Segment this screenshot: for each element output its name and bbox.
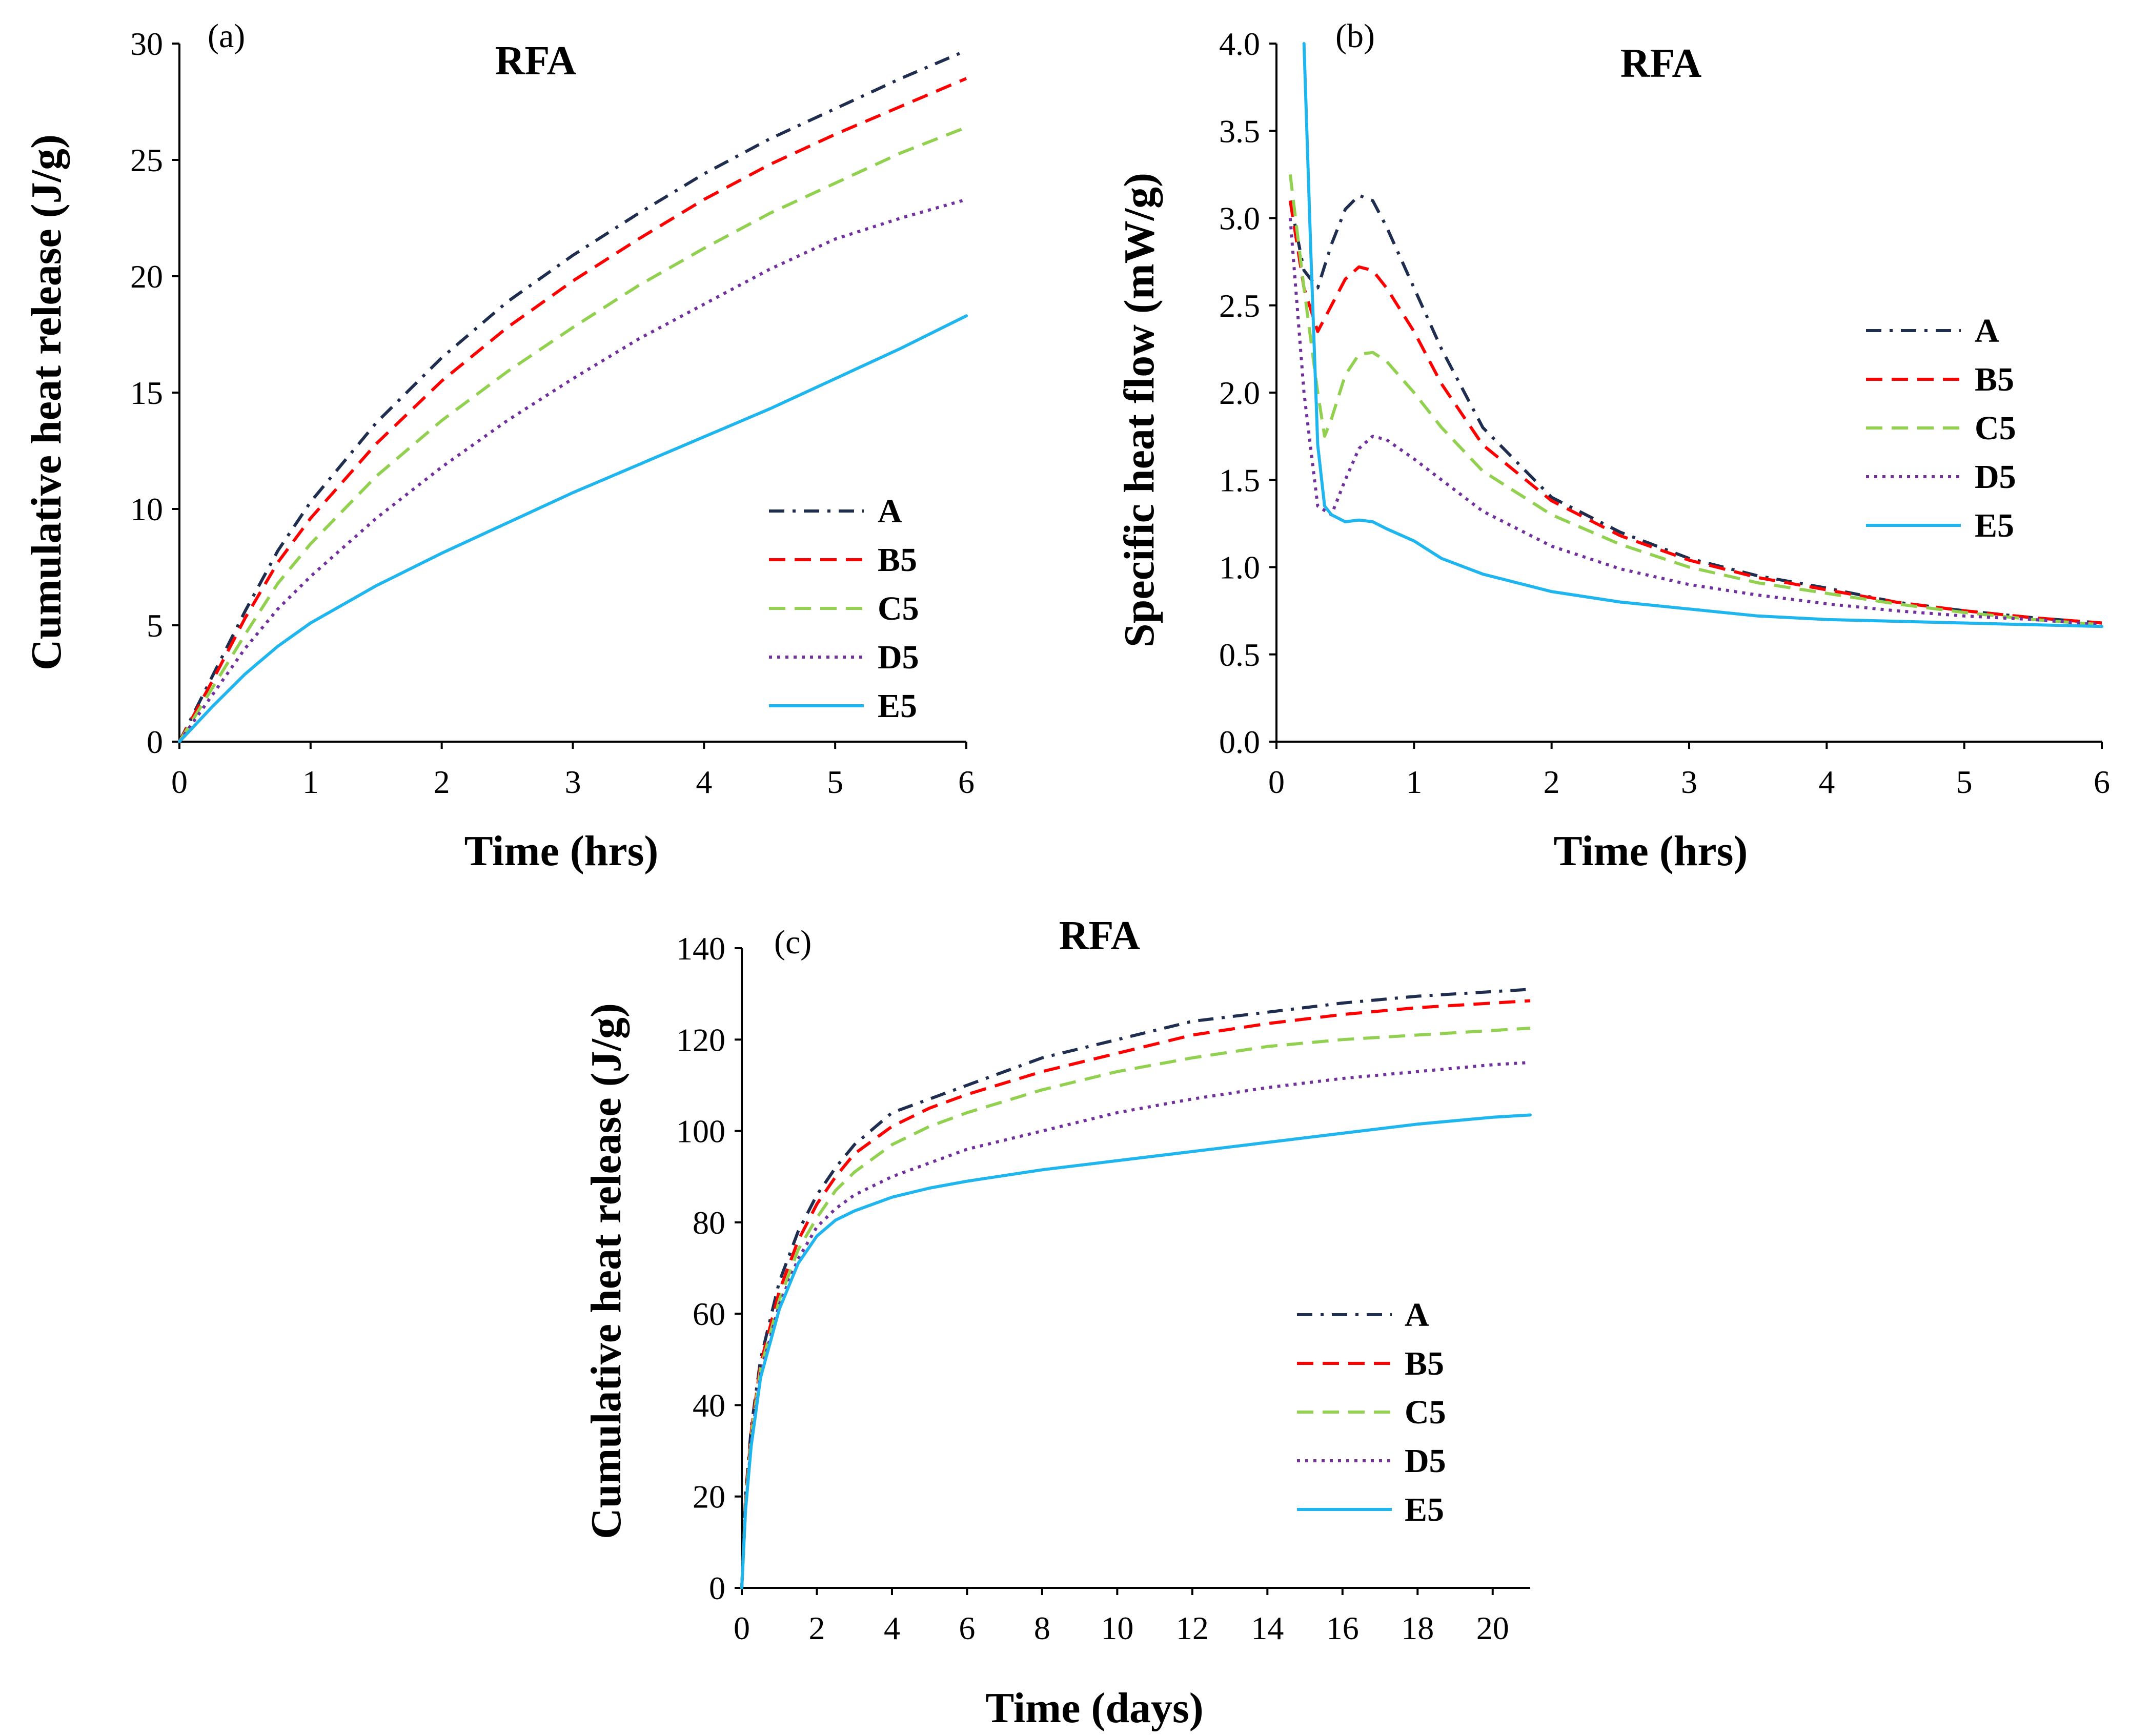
- y-tick-label: 15: [130, 375, 163, 411]
- y-tick-label: 60: [693, 1296, 725, 1332]
- x-tick-label: 5: [1956, 764, 1973, 800]
- series-line-d5: [178, 198, 967, 743]
- x-tick-label: 18: [1401, 1610, 1434, 1646]
- x-tick-label: 6: [958, 764, 975, 800]
- y-tick-label: 0.5: [1219, 637, 1260, 673]
- x-tick-label: 4: [696, 764, 712, 800]
- x-tick-label: 8: [1034, 1610, 1050, 1646]
- legend-label-e5: E5: [1975, 507, 2014, 544]
- panel-label-c: (c): [774, 924, 812, 961]
- legend-label-c5: C5: [878, 590, 919, 627]
- x-tick-label: 2: [434, 764, 450, 800]
- x-tick-label: 0: [1268, 764, 1285, 800]
- legend-label-d5: D5: [1975, 458, 2016, 496]
- y-tick-label: 4.0: [1219, 26, 1260, 62]
- legend-label-e5: E5: [1405, 1491, 1444, 1528]
- y-tick-label: 5: [147, 607, 163, 644]
- x-tick-label: 2: [808, 1610, 825, 1646]
- y-tick-label: 1.0: [1219, 549, 1260, 586]
- panel-label-a: (a): [208, 17, 245, 55]
- x-tick-label: 4: [1818, 764, 1835, 800]
- y-tick-label: 120: [676, 1022, 725, 1058]
- x-tick-label: 1: [1406, 764, 1422, 800]
- chart-title-b: RFA: [1620, 41, 1702, 86]
- x-tick-label: 6: [959, 1610, 975, 1646]
- y-tick-label: 10: [130, 491, 163, 527]
- plot-area-a: 0 1 2 3 4 5 6 0 5 10 15 20 25 30 A B5 C5 D5 E5: [130, 26, 975, 800]
- legend-label-a: A: [1975, 312, 1999, 350]
- x-tick-label: 3: [565, 764, 581, 800]
- chart-panel-a: (a) RFA Time (hrs) Cumulative heat relea…: [23, 17, 975, 875]
- x-tick-label: 14: [1251, 1610, 1284, 1646]
- y-tick-label: 80: [693, 1204, 725, 1241]
- y-axis-title-a: Cumulative heat release (J/g): [23, 134, 70, 670]
- legend-label-b5: B5: [878, 541, 917, 579]
- chart-panel-b: (b) RFA Time (hrs) Specific heat flow (m…: [1115, 17, 2110, 875]
- series-line-a: [740, 988, 1531, 1588]
- legend-label-d5: D5: [1405, 1442, 1446, 1480]
- x-axis-title-a: Time (hrs): [464, 827, 659, 875]
- x-tick-label: 16: [1326, 1610, 1359, 1646]
- legend-label-d5: D5: [878, 639, 919, 676]
- x-tick-label: 3: [1681, 764, 1697, 800]
- y-tick-label: 20: [130, 258, 163, 295]
- series-line-b5: [178, 77, 967, 743]
- chart-panel-c: (c) RFA Time (days) Cumulative heat rele…: [582, 913, 1532, 1732]
- y-tick-label: 100: [676, 1113, 725, 1150]
- x-axis-title-c: Time (days): [985, 1684, 1203, 1732]
- y-tick-label: 0.0: [1219, 724, 1260, 760]
- chart-title-a: RFA: [495, 38, 577, 84]
- plot-area-c: 0 2 4 6 8 10 12 14 16 18 20 0 20 40 60 80 100 120 140 A B5 C5…: [676, 930, 1532, 1646]
- x-tick-label: 0: [171, 764, 188, 800]
- legend-label-c5: C5: [1405, 1394, 1446, 1431]
- x-axis-title-b: Time (hrs): [1554, 827, 1748, 875]
- series-line-e5: [740, 1113, 1532, 1589]
- y-tick-label: 3.0: [1219, 200, 1260, 237]
- y-tick-label: 20: [693, 1479, 725, 1515]
- x-tick-label: 12: [1176, 1610, 1209, 1646]
- legend-label-a: A: [878, 493, 902, 530]
- y-tick-label: 40: [693, 1387, 725, 1423]
- legend: A B5 C5 D5 E5: [769, 493, 919, 725]
- x-tick-label: 2: [1544, 764, 1560, 800]
- x-tick-label: 1: [302, 764, 319, 800]
- y-tick-label: 2.0: [1219, 375, 1260, 411]
- legend-label-a: A: [1405, 1296, 1429, 1334]
- y-tick-label: 0: [147, 724, 163, 760]
- series-line-d5: [740, 1060, 1531, 1588]
- y-axis-title-c: Cumulative heat release (J/g): [582, 1003, 630, 1539]
- x-tick-label: 5: [827, 764, 843, 800]
- y-tick-label: 3.5: [1219, 113, 1260, 149]
- series-line-c5: [1288, 174, 2102, 626]
- y-tick-label: 1.5: [1219, 462, 1260, 498]
- x-tick-label: 10: [1101, 1610, 1133, 1646]
- series-line-e5: [1302, 42, 2103, 628]
- series-line-c5: [178, 126, 967, 743]
- x-tick-label: 20: [1476, 1610, 1509, 1646]
- series-line-d5: [1288, 218, 2102, 626]
- series-line-b5: [1288, 200, 2102, 625]
- y-tick-label: 0: [709, 1570, 725, 1606]
- legend-label-c5: C5: [1975, 410, 2016, 447]
- legend: A B5 C5 D5 E5: [1297, 1296, 1446, 1528]
- legend-label-e5: E5: [878, 687, 917, 725]
- x-tick-label: 6: [2094, 764, 2110, 800]
- chart-title-c: RFA: [1059, 913, 1141, 958]
- legend: A B5 C5 D5 E5: [1866, 312, 2016, 544]
- panel-label-b: (b): [1335, 17, 1375, 55]
- y-tick-label: 2.5: [1219, 288, 1260, 324]
- plot-area-b: 0 1 2 3 4 5 6 0.0 0.5 1.0 1.5 2.0 2.5 3.0 3.5 4.0 A B5 C5 D…: [1219, 26, 2110, 800]
- legend-label-b5: B5: [1405, 1345, 1444, 1382]
- y-tick-label: 140: [676, 930, 725, 967]
- series-line-e5: [178, 314, 968, 743]
- legend-label-b5: B5: [1975, 361, 2014, 398]
- x-tick-label: 0: [734, 1610, 750, 1646]
- y-tick-label: 30: [130, 26, 163, 62]
- y-axis-title-b: Specific heat flow (mW/g): [1115, 173, 1163, 647]
- y-tick-label: 25: [130, 142, 163, 178]
- series-line-a: [178, 49, 967, 743]
- series-line-a: [1288, 194, 2102, 625]
- x-tick-label: 4: [884, 1610, 900, 1646]
